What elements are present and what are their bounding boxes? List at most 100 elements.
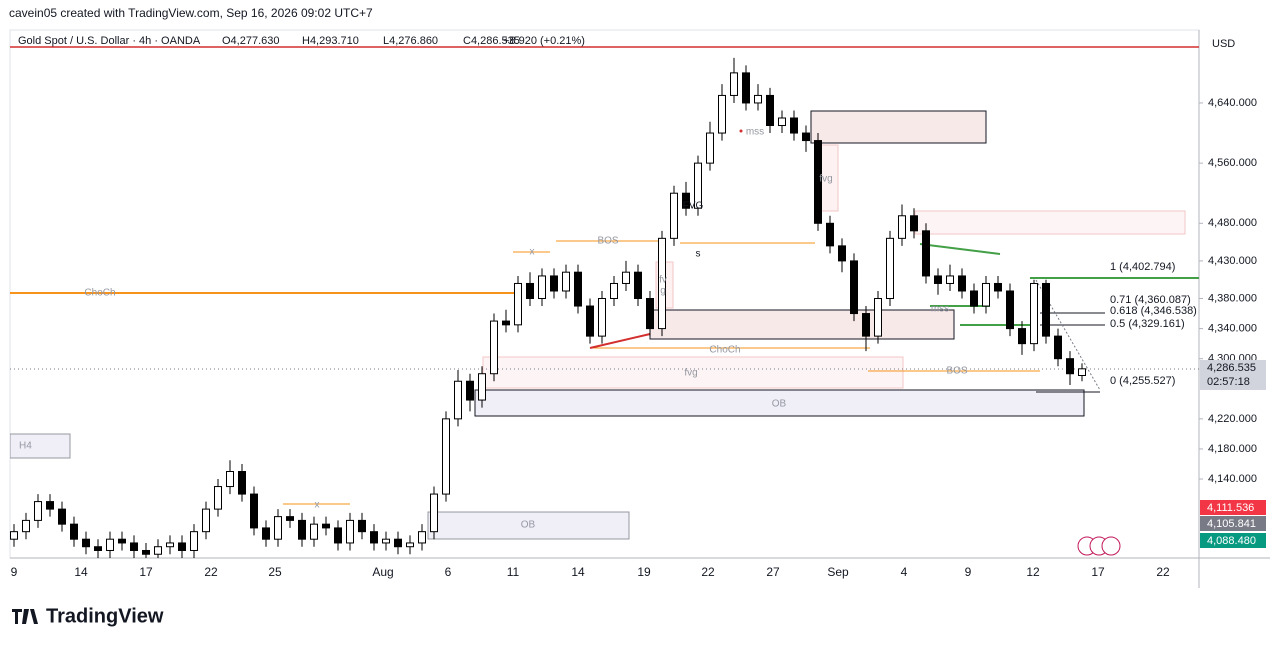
brand-name: TradingView <box>46 605 164 627</box>
candle-body <box>142 549 150 555</box>
candle-body <box>1018 328 1026 345</box>
x-tick-label: Sep <box>827 565 849 579</box>
candle-body <box>430 493 438 533</box>
legend-symbol: Gold Spot / U.S. Dollar · 4h · OANDA <box>18 35 201 47</box>
current-price-box <box>1200 360 1266 390</box>
legend: Gold Spot / U.S. Dollar · 4h · OANDA O4,… <box>18 35 585 47</box>
trend-line <box>919 243 1001 255</box>
legend-low: L4,276.860 <box>383 35 438 47</box>
candle-body <box>562 271 570 292</box>
x-tick-label: 25 <box>268 565 282 579</box>
candle-body <box>922 230 930 277</box>
candle-body <box>766 94 774 127</box>
candle-body <box>610 282 618 300</box>
annotation: fvg <box>684 368 697 379</box>
candle-body <box>166 542 174 548</box>
candle-body <box>982 282 990 307</box>
currency: USD <box>1212 38 1235 50</box>
candle-body <box>274 516 282 540</box>
candle-body <box>886 237 894 300</box>
candle-body <box>202 508 210 533</box>
annotation: BOS <box>946 366 967 377</box>
price-label: 4,105.841 <box>1207 518 1256 530</box>
candle-body <box>934 275 942 284</box>
candle-body <box>514 282 522 326</box>
price-label-box <box>1200 516 1266 531</box>
event-icons <box>1077 536 1121 556</box>
price-label-box <box>1200 500 1266 515</box>
candle-body <box>526 282 534 300</box>
y-tick-label: 4,340.000 <box>1208 323 1257 335</box>
candle-body <box>850 260 858 315</box>
candle-body <box>1042 282 1050 337</box>
candle-body <box>754 94 762 104</box>
candle-body <box>82 538 90 548</box>
candle-body <box>718 94 726 134</box>
x-tick-label: 12 <box>1026 565 1040 579</box>
candle-body <box>814 140 822 224</box>
candle-body <box>1006 290 1014 330</box>
ob-box <box>427 511 630 540</box>
annotation: fvg <box>819 174 832 185</box>
brand-logo <box>12 609 38 624</box>
candle-body <box>214 486 222 510</box>
annotation: FVG <box>683 201 704 212</box>
x-tick-label: 14 <box>571 565 585 579</box>
y-tick-label: 4,140.000 <box>1208 473 1257 485</box>
x-tick-label: 6 <box>445 565 452 579</box>
candle-body <box>838 245 846 262</box>
candle-body <box>802 132 810 142</box>
annotation: ChoCh <box>84 288 115 299</box>
candle-body <box>706 132 714 164</box>
candle-body <box>262 527 270 540</box>
candle-body <box>1030 282 1038 345</box>
candle-body <box>310 523 318 540</box>
x-tick-label: Aug <box>372 565 393 579</box>
y-tick-label: 4,380.000 <box>1208 292 1257 304</box>
candle-body <box>322 523 330 529</box>
legend-change: +8.920 (+0.21%) <box>503 35 585 47</box>
price-axis: 4,640.000 4,560.000 4,480.000 4,430.000 4,38… <box>1199 97 1257 485</box>
fib-label: 0.618 (4,346.538) <box>1110 305 1197 317</box>
annotations: ChoCh x BOS FVG s mss fvg fv g ChoCh fvg… <box>19 127 968 531</box>
fib-label: 0.71 (4,360.087) <box>1110 294 1191 306</box>
candle-body <box>130 542 138 551</box>
mss-dot <box>739 129 743 133</box>
price-labels: 4,286.535 02:57:18 4,111.536 4,105.841 4… <box>1200 360 1266 548</box>
annotation: g <box>660 286 666 297</box>
candle-body <box>478 373 486 401</box>
candle-body <box>598 298 606 337</box>
candle-body <box>694 162 702 209</box>
candle-body <box>442 418 450 495</box>
candle-body <box>634 271 642 300</box>
candle-body <box>370 531 378 544</box>
candle-body <box>862 313 870 337</box>
candle-body <box>22 519 30 533</box>
fib-label: 1 (4,402.794) <box>1110 261 1175 273</box>
candle-body <box>1078 368 1086 377</box>
countdown: 02:57:18 <box>1207 376 1250 388</box>
candle-body <box>586 305 594 337</box>
candle-body <box>994 282 1002 292</box>
candle-body <box>34 501 42 521</box>
x-tick-label: 9 <box>11 565 18 579</box>
candle-body <box>70 523 78 540</box>
current-price: 4,286.535 <box>1207 362 1256 374</box>
legend-close: C4,286.535 <box>463 35 520 47</box>
trend-line <box>589 333 651 349</box>
x-tick-label: 17 <box>139 565 153 579</box>
candle-body <box>538 275 546 300</box>
x-tick-label: 11 <box>507 565 520 579</box>
zone-box <box>649 309 955 340</box>
candle-body <box>346 519 354 544</box>
x-tick-label: 27 <box>766 565 780 579</box>
event-icon <box>1101 536 1121 556</box>
candle-body <box>106 538 114 551</box>
candle-body <box>742 72 750 104</box>
x-tick-label: 17 <box>1091 565 1105 579</box>
ob-box <box>474 389 1085 417</box>
annotation: mss <box>746 127 764 138</box>
annotation: mss <box>931 304 949 315</box>
